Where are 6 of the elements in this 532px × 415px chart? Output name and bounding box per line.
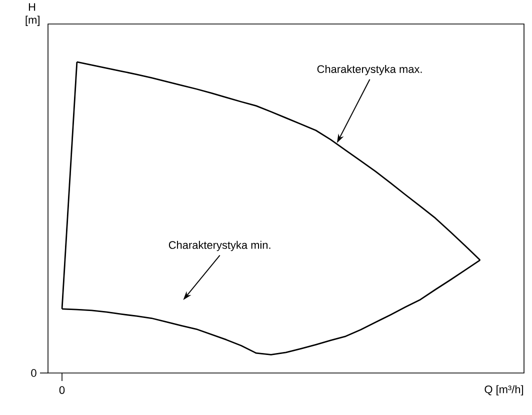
text: 0 — [31, 369, 36, 377]
x-axis-title: Q [m³/h] — [484, 385, 524, 396]
y-axis-title: H [m] — [26, 3, 40, 26]
text: 0 — [59, 386, 65, 394]
annotation: Charakterystyka min. — [168, 240, 270, 252]
annotation: Charakterystyka max. — [317, 64, 422, 76]
